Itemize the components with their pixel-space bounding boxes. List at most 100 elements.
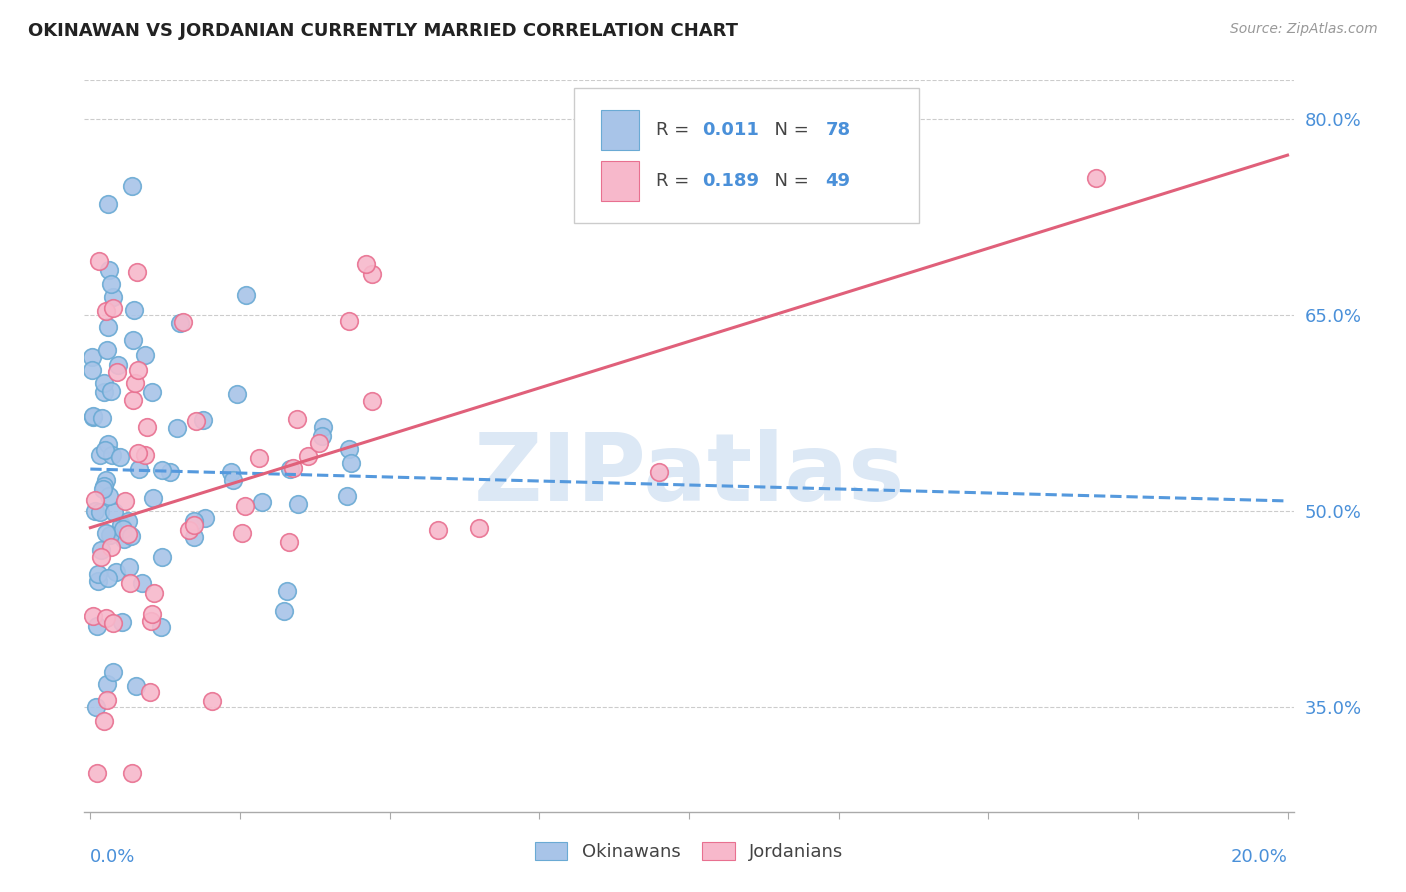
Point bbox=[87, 574, 110, 588]
Point bbox=[89, 448, 111, 462]
Point bbox=[84, 493, 107, 508]
Point bbox=[250, 495, 273, 509]
Point bbox=[142, 491, 165, 505]
Point bbox=[94, 304, 117, 318]
Point bbox=[278, 462, 301, 476]
Point bbox=[186, 414, 208, 428]
Text: N =: N = bbox=[762, 120, 814, 138]
Point bbox=[297, 449, 319, 463]
Point bbox=[83, 504, 105, 518]
Point bbox=[335, 489, 357, 503]
Point bbox=[93, 384, 115, 399]
Text: N =: N = bbox=[762, 172, 814, 190]
Point bbox=[468, 521, 491, 535]
Point bbox=[89, 505, 111, 519]
Point bbox=[150, 463, 173, 477]
Point bbox=[90, 550, 112, 565]
Point bbox=[337, 314, 360, 328]
Point bbox=[82, 608, 104, 623]
Point bbox=[159, 465, 181, 479]
Text: OKINAWAN VS JORDANIAN CURRENTLY MARRIED CORRELATION CHART: OKINAWAN VS JORDANIAN CURRENTLY MARRIED … bbox=[28, 22, 738, 40]
Point bbox=[183, 514, 205, 528]
Point bbox=[93, 482, 115, 496]
Point bbox=[94, 611, 117, 625]
Point bbox=[96, 693, 118, 707]
Point bbox=[142, 586, 165, 600]
Point bbox=[93, 478, 115, 492]
Point bbox=[101, 615, 124, 630]
Point bbox=[90, 410, 112, 425]
Point bbox=[150, 620, 173, 634]
Point bbox=[111, 615, 134, 629]
Point bbox=[312, 420, 335, 434]
Point bbox=[100, 384, 122, 398]
Point bbox=[89, 253, 111, 268]
Point bbox=[222, 473, 245, 487]
Point bbox=[337, 442, 360, 456]
Point bbox=[141, 384, 163, 399]
Point bbox=[82, 350, 104, 364]
Point bbox=[97, 320, 120, 334]
Point bbox=[96, 473, 118, 487]
Point bbox=[103, 289, 125, 303]
Text: R =: R = bbox=[657, 120, 696, 138]
Legend: Okinawans, Jordanians: Okinawans, Jordanians bbox=[527, 835, 851, 869]
Point bbox=[124, 679, 146, 693]
Point bbox=[648, 466, 671, 480]
FancyBboxPatch shape bbox=[600, 110, 640, 150]
Point bbox=[98, 528, 121, 542]
Point bbox=[100, 277, 122, 291]
Text: R =: R = bbox=[657, 172, 696, 190]
Point bbox=[127, 265, 149, 279]
Point bbox=[118, 575, 141, 590]
Point bbox=[172, 315, 194, 329]
Point bbox=[135, 419, 157, 434]
Text: 78: 78 bbox=[825, 120, 851, 138]
Point bbox=[131, 575, 153, 590]
Point bbox=[191, 413, 214, 427]
Point bbox=[139, 614, 162, 628]
Point bbox=[124, 376, 146, 390]
Point bbox=[361, 268, 384, 282]
Point bbox=[134, 449, 156, 463]
Point bbox=[311, 428, 333, 442]
Point bbox=[128, 461, 150, 475]
Text: ZIPatlas: ZIPatlas bbox=[474, 429, 904, 521]
Point bbox=[86, 765, 108, 780]
Point bbox=[150, 549, 173, 564]
Point bbox=[287, 497, 309, 511]
Point bbox=[169, 316, 191, 330]
Point bbox=[112, 522, 135, 536]
Point bbox=[97, 262, 120, 277]
Text: 49: 49 bbox=[825, 172, 851, 190]
Text: 20.0%: 20.0% bbox=[1230, 848, 1288, 866]
Point bbox=[283, 461, 305, 475]
FancyBboxPatch shape bbox=[574, 87, 918, 223]
Point bbox=[1085, 171, 1108, 186]
Point bbox=[89, 542, 111, 557]
Point bbox=[247, 450, 270, 465]
Point bbox=[201, 694, 224, 708]
Point bbox=[117, 514, 139, 528]
Point bbox=[101, 665, 124, 679]
Point bbox=[122, 333, 145, 347]
Point bbox=[93, 714, 115, 728]
Point bbox=[96, 677, 118, 691]
FancyBboxPatch shape bbox=[600, 161, 640, 201]
Point bbox=[103, 505, 125, 519]
Point bbox=[340, 456, 363, 470]
Point bbox=[231, 525, 253, 540]
Point bbox=[110, 518, 132, 533]
Point bbox=[93, 376, 115, 390]
Point bbox=[219, 466, 242, 480]
Point bbox=[141, 607, 163, 621]
Point bbox=[225, 387, 247, 401]
Point bbox=[127, 362, 149, 376]
Point bbox=[134, 348, 156, 362]
Point bbox=[101, 301, 124, 315]
Text: 0.0%: 0.0% bbox=[90, 848, 136, 866]
Point bbox=[97, 436, 120, 450]
Point bbox=[235, 288, 257, 302]
Point bbox=[96, 343, 118, 357]
Point bbox=[183, 530, 205, 544]
